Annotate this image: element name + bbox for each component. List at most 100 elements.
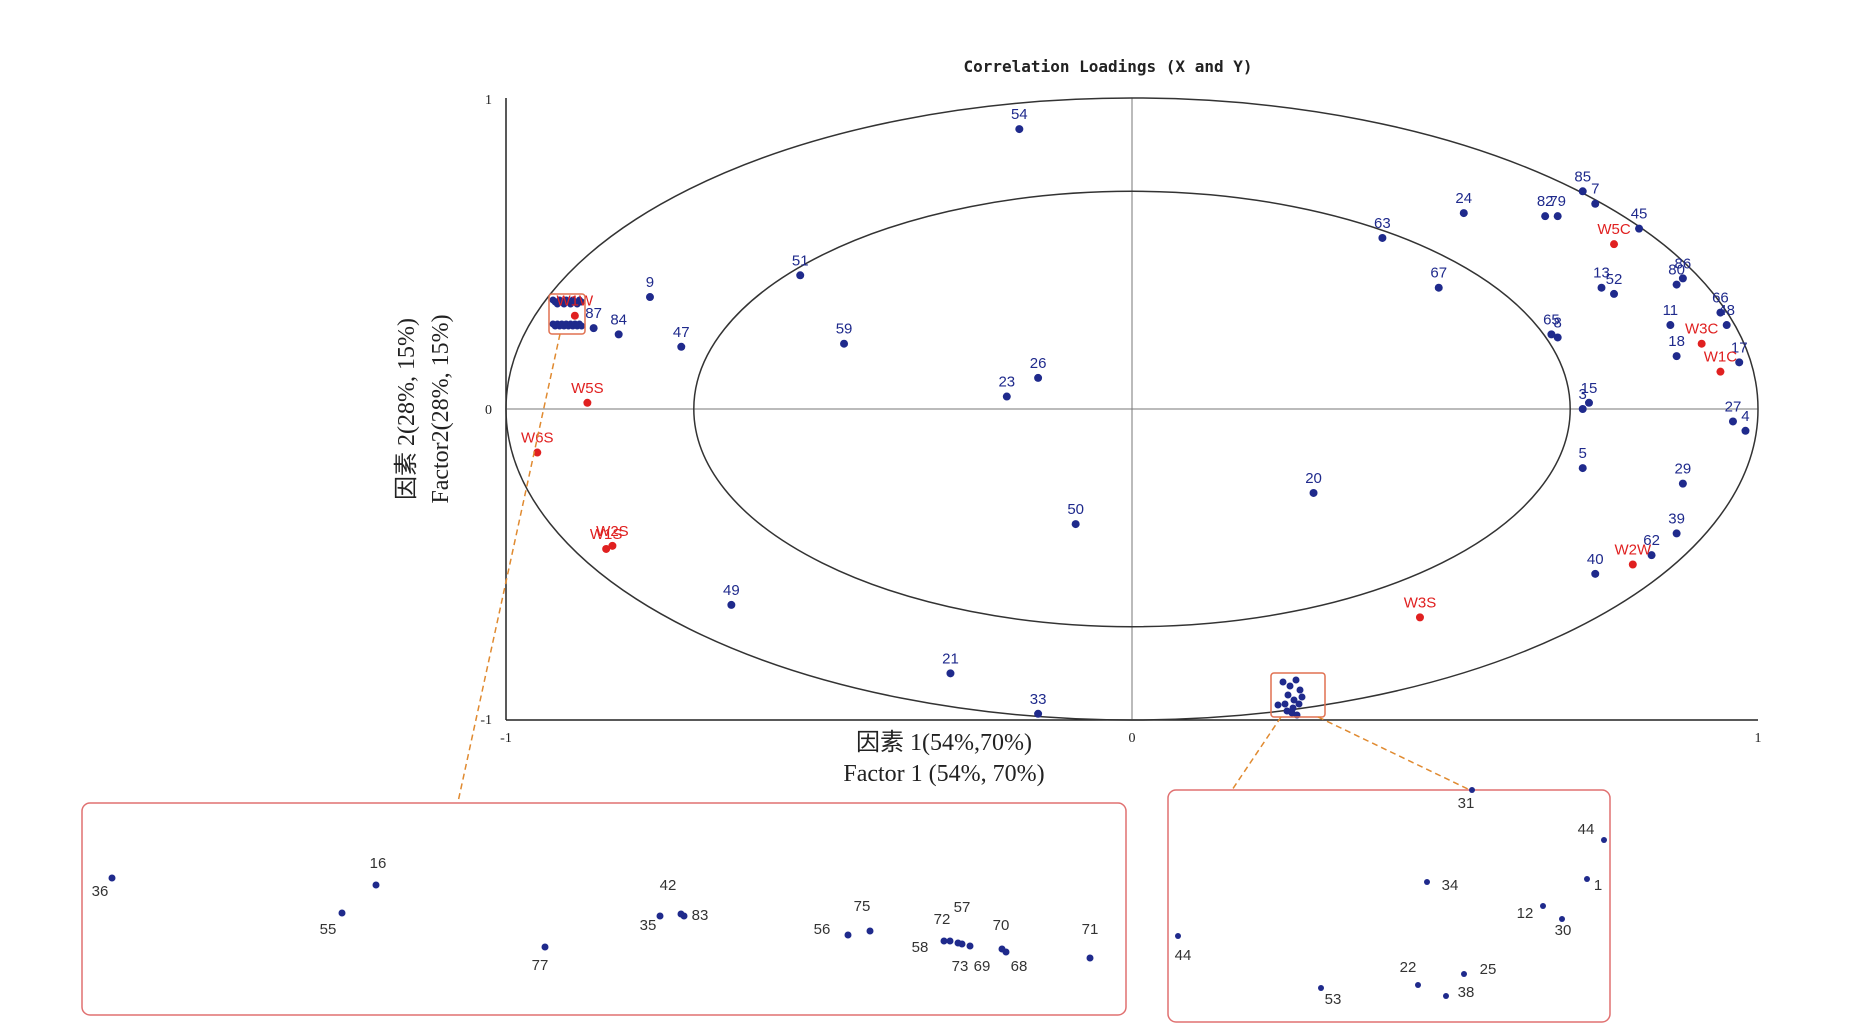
x-variable-point (1547, 330, 1556, 339)
cluster-point (1290, 696, 1298, 704)
cluster-point (1279, 678, 1287, 686)
x-variable-point-label: 54 (1011, 106, 1028, 123)
x-variable-point-label: 79 (1549, 193, 1566, 210)
x-variable-point (1378, 233, 1387, 242)
inset-bottom-point (1469, 787, 1475, 793)
inset-bottom-point-label: 22 (1400, 959, 1417, 976)
inset-left-point (940, 937, 948, 945)
x-variable-point-label: 67 (1430, 265, 1447, 282)
inset-left-point-label: 72 (934, 911, 951, 928)
x-variable-point (1071, 520, 1080, 529)
inset-bottom-point-label: 25 (1480, 961, 1497, 978)
x-variable-point-label: 29 (1675, 461, 1692, 478)
inset-left-point-label: 55 (320, 921, 337, 938)
x-variable-point (1591, 569, 1600, 578)
y-variable-point-label: W5S (571, 380, 604, 397)
y-variable-point-label: W2S (596, 523, 629, 540)
x-variable-point-label: 27 (1725, 398, 1742, 415)
x-variable-point-label: 23 (998, 374, 1015, 391)
x-variable-point-label: 24 (1455, 190, 1472, 207)
x-variable-point-label: 17 (1731, 339, 1748, 356)
inset-bottom-point-label: 30 (1555, 922, 1572, 939)
inset-left-point-label: 58 (912, 939, 929, 956)
y-variable-point-label: W3S (1404, 594, 1437, 611)
y-variable-point-label: W1C (1704, 349, 1738, 366)
inset-left-point-label: 75 (854, 898, 871, 915)
x-variable-point (614, 330, 623, 339)
x-variable-point-label: 9 (646, 274, 654, 291)
x-variable-point-label: 4 (1741, 408, 1749, 425)
inset-left-point-label: 35 (640, 917, 657, 934)
x-variable-point (1309, 488, 1318, 497)
x-variable-point-label: 50 (1067, 501, 1084, 518)
inset-bottom-point (1415, 982, 1421, 988)
x-variable-point-label: 86 (1675, 255, 1692, 272)
x-variable-point (796, 271, 805, 280)
y-variable-point (602, 544, 611, 553)
x-variable-point-label: 39 (1668, 510, 1685, 527)
inset-left-point-label: 57 (954, 899, 971, 916)
x-variable-point (1591, 199, 1600, 208)
x-variable-point (589, 324, 598, 333)
inset-bottom-point-label: 38 (1458, 984, 1475, 1001)
x-variable-point (1635, 224, 1644, 233)
x-variable-point (1541, 212, 1550, 221)
inset-bottom-point-label: 53 (1325, 991, 1342, 1008)
y-variable-point (1628, 560, 1637, 569)
x-variable-point-label: 5 (1579, 445, 1587, 462)
y-variable-point (608, 541, 617, 550)
x-variable-point (645, 293, 654, 302)
x-variable-point (1459, 209, 1468, 218)
inset-left-cluster (81, 802, 1127, 1016)
x-variable-point (1002, 392, 1011, 401)
x-variable-point-label: 3 (1579, 386, 1587, 403)
inset-bottom-point (1584, 876, 1590, 882)
cluster-point (1295, 700, 1303, 708)
cluster-point (1296, 686, 1304, 694)
x-variable-point (946, 669, 955, 678)
cluster-point (1274, 701, 1282, 709)
y-variable-point-label: W5C (1597, 221, 1631, 238)
inset-left-point-label: 70 (993, 917, 1010, 934)
inset-bottom-point (1443, 993, 1449, 999)
y-variable-point-label: W2W (1614, 542, 1652, 559)
inset-bottom-point-label: 44 (1578, 821, 1595, 838)
x-variable-point-label: 52 (1606, 271, 1623, 288)
x-variable-point (1584, 398, 1593, 407)
x-variable-point (727, 600, 736, 609)
x-variable-point (1672, 529, 1681, 538)
y-variable-point (1697, 339, 1706, 348)
inset-left-point (1002, 948, 1010, 956)
x-variable-point (1647, 551, 1656, 560)
cluster-point (1292, 676, 1300, 684)
x-variable-point-label: 85 (1574, 168, 1591, 185)
inset-left-point-label: 83 (692, 907, 709, 924)
x-variable-point (1672, 280, 1681, 289)
x-variable-point (1672, 352, 1681, 361)
inset-left-point-label: 71 (1082, 921, 1099, 938)
zoom-connector-bottom-right (1317, 716, 1471, 791)
y-variable-point (533, 448, 542, 457)
y-variable-point (1716, 367, 1725, 376)
inset-left-point-label: 68 (1011, 958, 1028, 975)
cluster-point (1298, 693, 1306, 701)
x-variable-point (1610, 289, 1619, 298)
inset-bottom-point-label: 31 (1458, 795, 1475, 812)
y-variable-point-label: W1S (590, 526, 623, 543)
inset-left-point-label: 56 (814, 921, 831, 938)
x-variable-point-label: 18 (1668, 333, 1685, 350)
x-variable-point-label: 13 (1593, 265, 1610, 282)
x-variable-point-label: 80 (1668, 262, 1685, 279)
chart-title: Correlation Loadings (X and Y) (964, 57, 1253, 76)
x-variable-point (1716, 308, 1725, 317)
inset-left-point (656, 912, 664, 920)
inset-left-point (958, 940, 966, 948)
inset-bottom-point (1318, 985, 1324, 991)
x-variable-point-label: 59 (836, 321, 853, 338)
inset-left-point (844, 931, 852, 939)
cluster-point (1284, 691, 1292, 699)
x-variable-point (1034, 373, 1043, 382)
x-variable-point-label: 87 (585, 305, 602, 322)
